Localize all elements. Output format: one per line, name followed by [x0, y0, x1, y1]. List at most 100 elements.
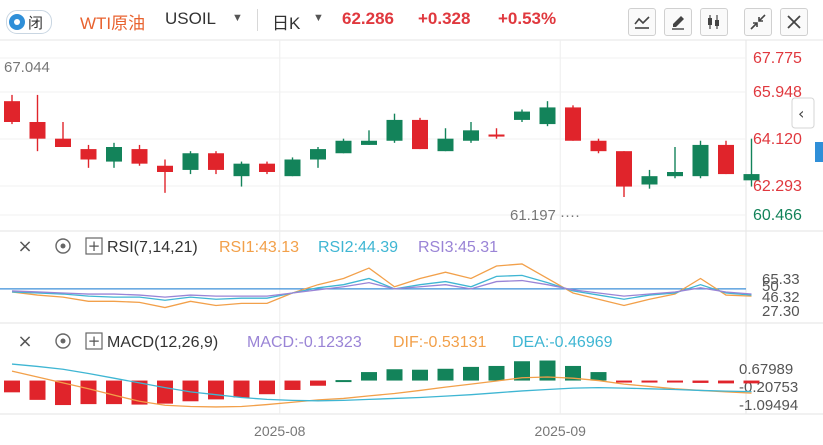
- candle-body: [412, 119, 428, 150]
- symbol-dropdown-icon[interactable]: ▼: [232, 12, 243, 24]
- candle-body: [310, 149, 326, 160]
- macd-bar: [463, 366, 479, 381]
- price-tick-label: 67.775: [753, 50, 802, 67]
- candlestick-button[interactable]: [700, 8, 728, 36]
- macd-bar: [641, 380, 658, 383]
- candle-body: [514, 111, 530, 120]
- candle-body: [539, 107, 556, 125]
- expand-icon[interactable]: [85, 332, 103, 350]
- rsi-tick-label: 50: [762, 278, 779, 295]
- chevron-left-icon: ‹: [798, 104, 804, 123]
- price-change: +0.328: [418, 9, 471, 28]
- macd-bar: [208, 380, 224, 400]
- settings-icon-center: [60, 243, 66, 249]
- candle-body: [131, 149, 148, 164]
- macd-bar: [259, 380, 275, 395]
- close-icon: [787, 15, 801, 29]
- macd-bar: [106, 380, 122, 405]
- macd-bar: [590, 372, 607, 381]
- indicator-legend: RSI3:45.31: [418, 239, 498, 256]
- expand-icon[interactable]: [85, 237, 103, 255]
- rsi-tick-label: 65.33: [762, 271, 800, 288]
- macd-dif-line: [11, 370, 752, 408]
- candle-body: [157, 165, 173, 172]
- macd-bar: [667, 380, 683, 383]
- market-status-toggle[interactable]: 闭: [6, 10, 52, 34]
- settings-icon-center: [60, 338, 66, 344]
- macd-bar: [718, 380, 734, 384]
- symbol-code[interactable]: USOIL: [165, 9, 217, 28]
- price-tick-label: 64.120: [753, 131, 802, 148]
- price-tick-label: 62.293: [753, 178, 802, 195]
- candle-body: [463, 130, 479, 141]
- close-pane-icon[interactable]: ×: [17, 236, 32, 257]
- macd-bar: [4, 380, 20, 393]
- indicator-title: RSI(7,14,21): [107, 239, 198, 256]
- candle-body: [386, 119, 403, 141]
- candle-body: [488, 134, 505, 137]
- candle-body: [29, 122, 46, 139]
- macd-bar: [361, 372, 377, 381]
- close-button[interactable]: [780, 8, 808, 36]
- macd-bar: [539, 360, 556, 381]
- period-dropdown-icon[interactable]: ▼: [313, 12, 324, 24]
- line-chart-button[interactable]: [628, 8, 656, 36]
- rsi-series-line-rsi1: [11, 263, 752, 309]
- plus-icon: +: [88, 237, 101, 255]
- x-tick-label: 2025-08: [254, 423, 306, 439]
- macd-bar: [182, 380, 199, 402]
- candle-body: [565, 107, 581, 141]
- last-price: 62.286: [342, 9, 394, 28]
- candlestick-icon: [708, 15, 719, 29]
- period-selector[interactable]: 日K: [272, 14, 301, 33]
- macd-bar: [565, 365, 581, 381]
- collapse-icon: [750, 14, 766, 30]
- macd-bar: [284, 380, 301, 390]
- macd-tick-label: 0.67989: [739, 361, 793, 378]
- macd-bar: [437, 368, 454, 381]
- candle-body: [284, 159, 301, 177]
- rsi-series-line-rsi3: [11, 279, 752, 298]
- settings-icon[interactable]: [55, 238, 71, 254]
- indicator-legend: MACD:-0.12323: [247, 334, 362, 351]
- indicator-legend: DIF:-0.53131: [393, 334, 486, 351]
- candle-body: [641, 176, 658, 185]
- macd-bar: [514, 361, 530, 381]
- macd-bar: [386, 369, 403, 381]
- candle-body: [743, 174, 760, 181]
- line-chart-icon: [634, 16, 650, 29]
- candle-body: [335, 140, 352, 154]
- macd-bar: [80, 380, 97, 405]
- candle-body: [718, 144, 734, 175]
- rsi-tick-label: 46.32: [762, 289, 800, 306]
- macd-bar: [29, 380, 46, 400]
- price-tick-label: 60.466: [753, 207, 802, 224]
- candle-body: [106, 147, 122, 162]
- x-tick-label: 2025-09: [535, 423, 587, 439]
- indicator-legend: DEA:-0.46969: [512, 334, 613, 351]
- price-tick-label: 65.948: [753, 84, 802, 101]
- scroll-right-button[interactable]: [791, 97, 815, 129]
- macd-bar: [412, 369, 428, 381]
- settings-icon[interactable]: [55, 333, 71, 349]
- candle-body: [4, 101, 20, 122]
- close-pane-icon[interactable]: ×: [17, 331, 32, 352]
- indicator-legend: RSI2:44.39: [318, 239, 398, 256]
- candle-body: [667, 172, 683, 177]
- macd-bar: [335, 380, 352, 383]
- pencil-icon: [672, 16, 684, 30]
- draw-button[interactable]: [664, 8, 692, 36]
- candle-body: [233, 163, 250, 177]
- candle-body: [616, 151, 632, 187]
- indicator-legend: RSI1:43.13: [219, 239, 299, 256]
- low-price-label: 61.197 ····: [510, 207, 580, 224]
- collapse-button[interactable]: [744, 8, 772, 36]
- candle-body: [55, 138, 71, 147]
- plus-icon: +: [88, 332, 101, 350]
- candle-body: [208, 153, 224, 170]
- symbol-name[interactable]: WTI原油: [80, 14, 146, 33]
- market-status-label: 闭: [28, 14, 44, 32]
- macd-bar: [55, 380, 71, 406]
- macd-bar: [157, 380, 173, 404]
